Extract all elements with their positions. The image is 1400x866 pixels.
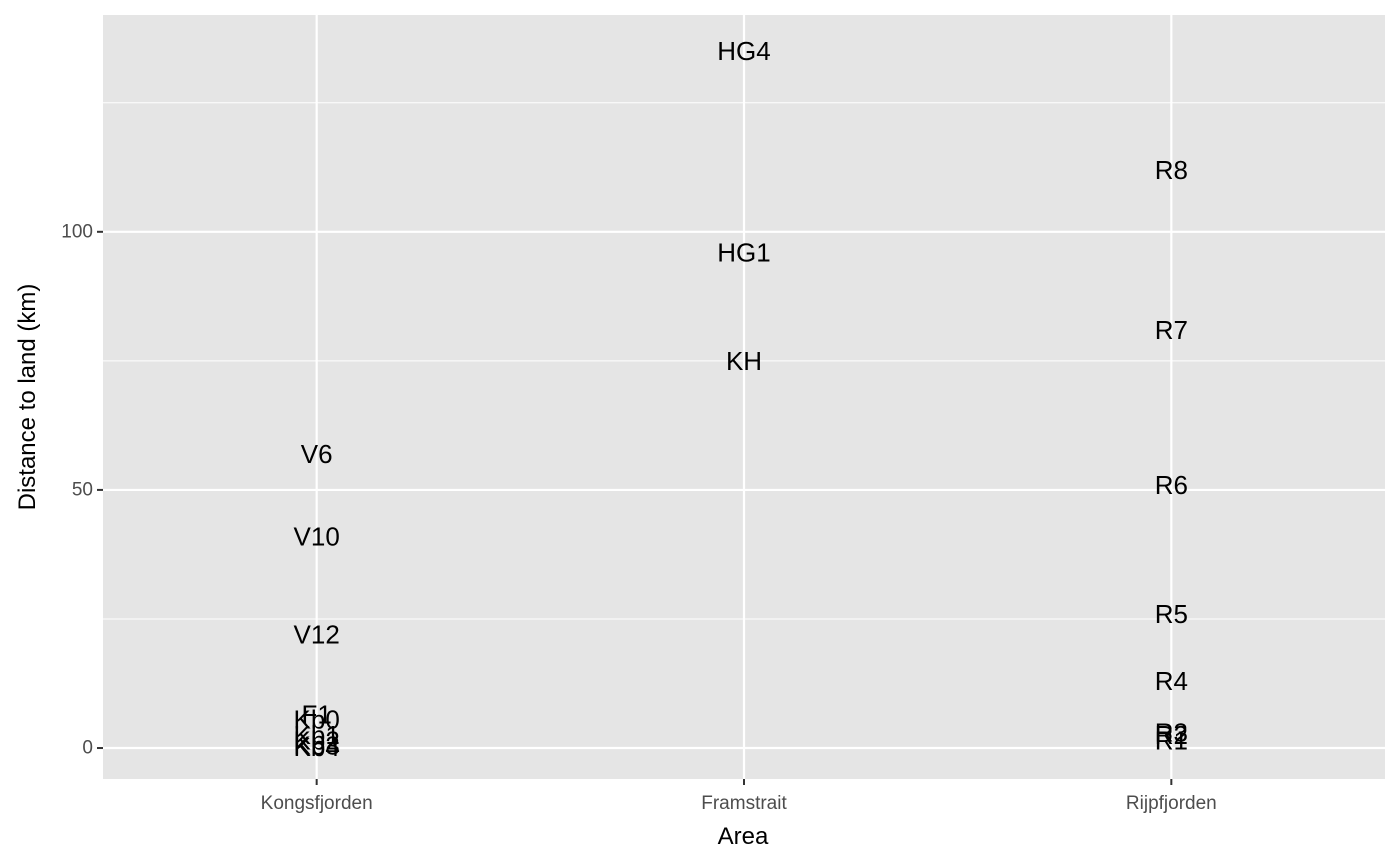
y-tick-label: 100 <box>61 221 93 242</box>
x-tick-label: Framstrait <box>701 793 787 814</box>
y-tick-label: 0 <box>82 738 93 759</box>
point-label: V10 <box>294 521 340 551</box>
point-label: R8 <box>1155 155 1188 185</box>
y-axis: 0 50 100 <box>61 221 103 759</box>
point-label: V6 <box>301 439 333 469</box>
point-label: Kb4 <box>294 732 340 762</box>
point-label: KH <box>726 346 762 376</box>
point-label: Kb1 <box>294 720 340 750</box>
x-tick-label: Kongsfjorden <box>261 793 373 814</box>
point-label: R1 <box>1155 725 1188 755</box>
y-tick-label: 50 <box>72 479 93 500</box>
point-label: HG4 <box>717 36 770 66</box>
point-label: R3 <box>1155 718 1188 748</box>
point-label: R7 <box>1155 315 1188 345</box>
point-label: F1 <box>301 699 331 729</box>
point-label: Kb2 <box>294 725 340 755</box>
y-axis-title: Distance to land (km) <box>14 284 41 511</box>
x-tick-label: Rijpfjorden <box>1126 793 1217 814</box>
x-axis: Kongsfjorden Framstrait Rijpfjorden <box>261 779 1217 814</box>
point-label: Kb0 <box>294 705 340 735</box>
point-label: R5 <box>1155 599 1188 629</box>
point-label: R2 <box>1155 720 1188 750</box>
point-label: V12 <box>294 619 340 649</box>
x-axis-title: Area <box>718 823 769 850</box>
point-label: HG1 <box>717 237 770 267</box>
point-label: R6 <box>1155 470 1188 500</box>
point-label: Kb3 <box>294 730 340 760</box>
point-label: R4 <box>1155 666 1188 696</box>
major-gridlines <box>103 15 1385 779</box>
